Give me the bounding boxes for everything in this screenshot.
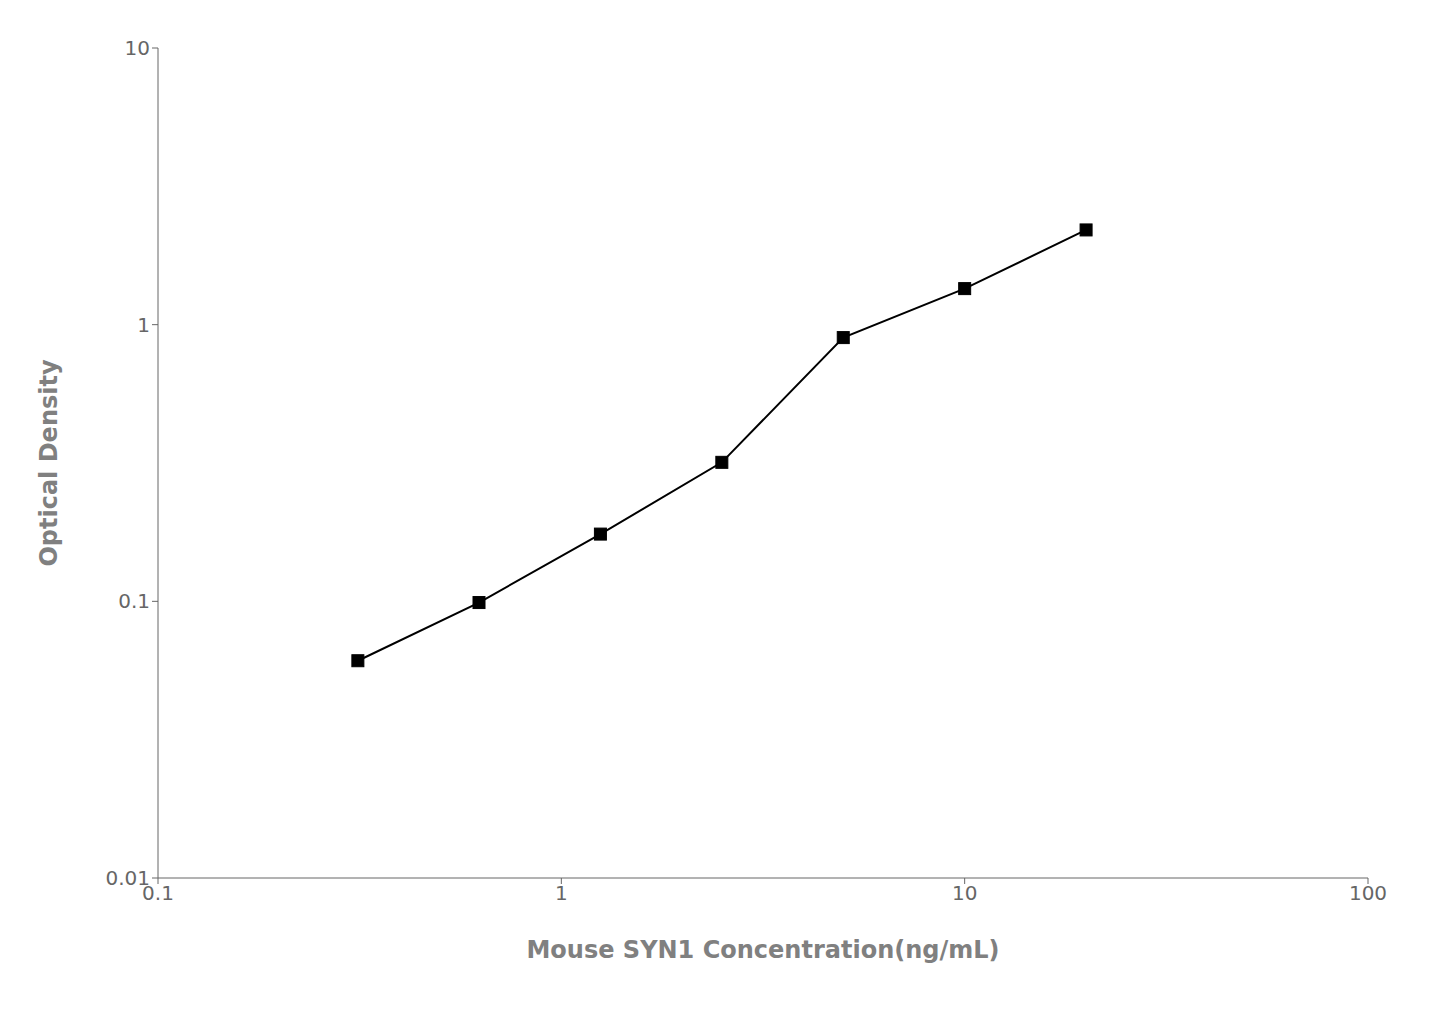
svg-text:0.01: 0.01 — [105, 866, 150, 890]
svg-text:1: 1 — [137, 313, 150, 337]
svg-text:10: 10 — [125, 36, 150, 60]
svg-text:Optical Density: Optical Density — [35, 359, 63, 567]
svg-text:0.1: 0.1 — [118, 589, 150, 613]
svg-text:Mouse SYN1 Concentration(ng/mL: Mouse SYN1 Concentration(ng/mL) — [526, 936, 999, 964]
svg-text:0.1: 0.1 — [142, 881, 174, 906]
svg-text:1: 1 — [555, 881, 568, 905]
svg-text:10: 10 — [952, 881, 977, 905]
svg-text:100: 100 — [1349, 881, 1387, 905]
